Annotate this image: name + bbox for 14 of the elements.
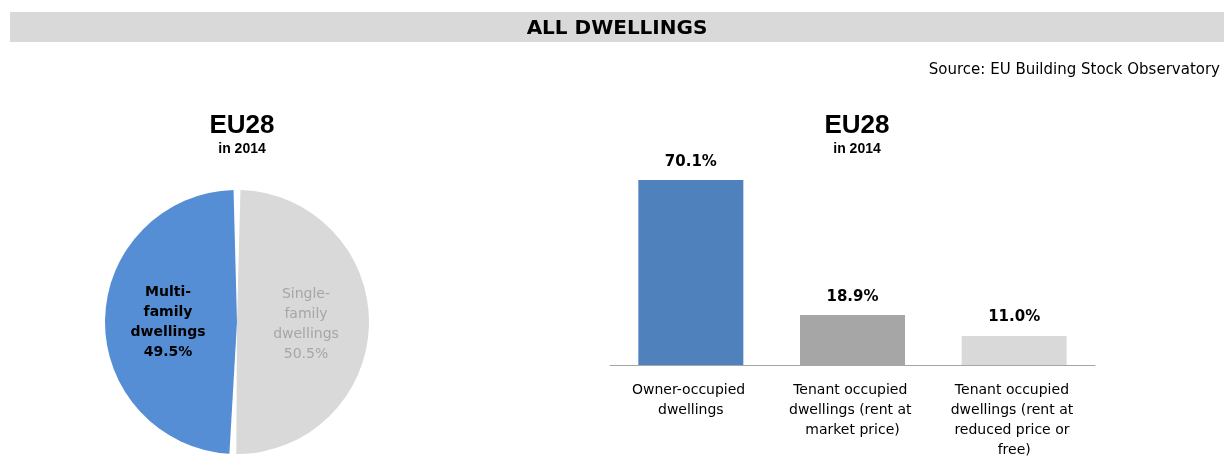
chart-subtitle: in 2014 xyxy=(833,140,881,156)
data-label: 49.5% xyxy=(143,342,193,359)
data-label: 11.0% xyxy=(988,307,1041,326)
x-tick-label: Tenant occupied dwellings (rent at reduced price or free) xyxy=(950,381,1078,457)
x-tick-label: Tenant occupied dwellings (rent at market price) xyxy=(789,381,916,437)
text: ALL DWELLINGS xyxy=(10,12,1224,42)
chart-title: EU28 xyxy=(209,109,275,139)
data-label: 18.9% xyxy=(826,286,879,305)
source-note: Source: EU Building Stock Observatory xyxy=(928,60,1220,78)
chart-title: EU28 xyxy=(824,109,890,139)
x-tick-label: Owner-occupied dwellings xyxy=(631,381,750,417)
data-label: 70.1% xyxy=(664,151,717,170)
chart-subtitle: in 2014 xyxy=(218,140,266,156)
slice-label: Multi-family dwellings xyxy=(130,282,206,339)
